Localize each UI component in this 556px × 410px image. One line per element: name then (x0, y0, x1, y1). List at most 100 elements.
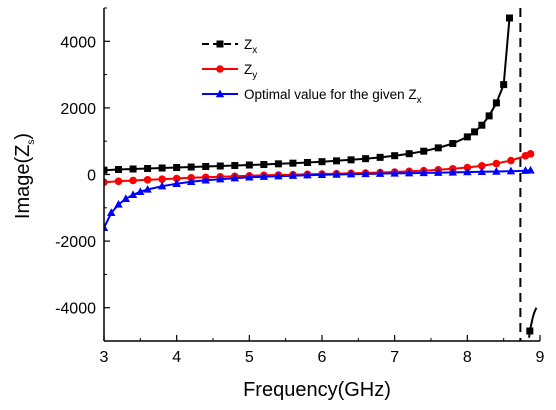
series-0-point-12 (274, 160, 282, 168)
x-tick-label-0: 3 (100, 349, 109, 366)
y-tick-label-0: -4000 (55, 301, 96, 318)
series-2-point-1 (107, 208, 116, 216)
series-0-point-23 (434, 144, 442, 152)
series-0-point-7 (202, 163, 210, 171)
series-0-point-28 (485, 112, 493, 120)
series-0-point-1 (115, 166, 123, 174)
plot-layer (104, 8, 538, 341)
series-2-point-26 (434, 168, 443, 176)
series-0-point-22 (420, 147, 428, 155)
series-2-point-2 (114, 199, 123, 208)
series-0-point-16 (333, 157, 341, 165)
series-2-point-13 (245, 172, 254, 181)
legend-label-sub-2: x (417, 95, 422, 106)
series-1-point-30 (526, 150, 535, 158)
series-2-point-15 (274, 171, 283, 180)
plot-area (104, 8, 538, 341)
series-0-point-24 (449, 140, 457, 148)
x-tick-label-5: 8 (463, 349, 472, 366)
series-0-point-8 (216, 162, 224, 170)
series-0-point-20 (391, 152, 399, 160)
series-2-point-33 (526, 165, 535, 174)
series-2-point-11 (216, 174, 225, 183)
y-axis-title-main: Image(Z (12, 145, 34, 219)
x-tick-label-6: 9 (536, 349, 545, 366)
series-0-point-2 (129, 165, 137, 173)
series-1-point-25 (463, 163, 472, 172)
x-tick-label-3: 6 (318, 349, 327, 366)
series-2-point-31 (506, 166, 516, 175)
series-0-point-4 (158, 164, 166, 172)
series-2-point-6 (143, 184, 152, 193)
series-0-point-25 (463, 133, 471, 141)
legend-label-main-0: Z (244, 37, 252, 52)
series-1-point-5 (172, 174, 181, 183)
x-tick-label-1: 4 (172, 349, 181, 366)
series-2-point-4 (128, 190, 138, 199)
series-0-point-15 (318, 158, 326, 166)
series-1-point-1 (114, 177, 123, 186)
legend-marker-1 (216, 65, 224, 73)
series-0-point-30 (500, 81, 508, 89)
series-0-point-21 (405, 150, 413, 158)
y-axis-title-close: ) (12, 133, 34, 140)
series-2-point-29 (477, 167, 487, 176)
series-1-point-26 (478, 162, 486, 170)
series-2-point-28 (463, 167, 472, 176)
series-1-point-0 (104, 178, 108, 186)
series-0-point-13 (289, 159, 297, 167)
legend-marker-2 (215, 89, 225, 98)
series-2-point-30 (492, 167, 501, 175)
series-2-point-9 (187, 177, 196, 186)
series-1-point-4 (158, 175, 166, 183)
series-2-point-18 (317, 170, 327, 179)
series-2-point-20 (346, 169, 356, 178)
series-0-point-6 (187, 163, 195, 171)
legend-label-main-2: Optimal value for the given Z (244, 87, 417, 102)
series-1-point-27 (492, 159, 501, 168)
series-2-point-8 (172, 179, 181, 188)
series-2-point-25 (419, 168, 428, 177)
series-2-point-19 (332, 170, 341, 178)
y-tick-label-1: -2000 (55, 234, 96, 251)
series-1-point-28 (507, 156, 515, 165)
series-0 (104, 14, 538, 338)
series-2-point-27 (448, 167, 457, 176)
series-2-point-14 (259, 172, 269, 180)
series-2-point-23 (390, 168, 399, 177)
series-1-point-3 (143, 176, 152, 184)
series-0-point-3 (144, 165, 152, 173)
series-2-point-5 (136, 187, 145, 196)
legend-label-2: Optimal value for the given Zx (244, 87, 422, 106)
series-0-point-14 (303, 159, 311, 167)
series-1-point-2 (129, 176, 137, 185)
series-0-point-29 (492, 99, 500, 107)
legend-marker-0 (216, 40, 224, 48)
series-2-point-7 (157, 181, 167, 190)
y-tick-label-3: 2000 (60, 101, 96, 118)
series-2-point-24 (405, 168, 414, 177)
axes-layer: 3 4 5 6 7 8 9 -4000 -2000 0 2000 4000 (55, 7, 545, 366)
y-axis-title: Image(Zs) (12, 133, 37, 219)
series-2-point-22 (375, 169, 385, 177)
series-2-point-0 (104, 223, 109, 231)
series-0-point-10 (245, 161, 253, 169)
legend-label-main-1: Z (244, 62, 252, 77)
series-0-point-26 (471, 128, 479, 136)
x-tick-label-2: 5 (245, 349, 254, 366)
series-0-point-11 (260, 161, 268, 169)
x-tick-label-4: 7 (390, 349, 399, 366)
series-2-point-12 (230, 173, 239, 182)
series-2-point-16 (288, 171, 298, 179)
series-2-point-3 (121, 194, 130, 203)
series-0-point-9 (231, 162, 239, 170)
series-2 (104, 165, 535, 231)
series-0-point-5 (173, 164, 181, 172)
series-0-point-31 (505, 14, 513, 22)
legend-label-sub-0: x (252, 45, 257, 56)
x-axis-title: Frequency(GHz) (243, 379, 391, 401)
series-0-point-19 (376, 153, 384, 161)
series-2-point-21 (361, 169, 370, 178)
